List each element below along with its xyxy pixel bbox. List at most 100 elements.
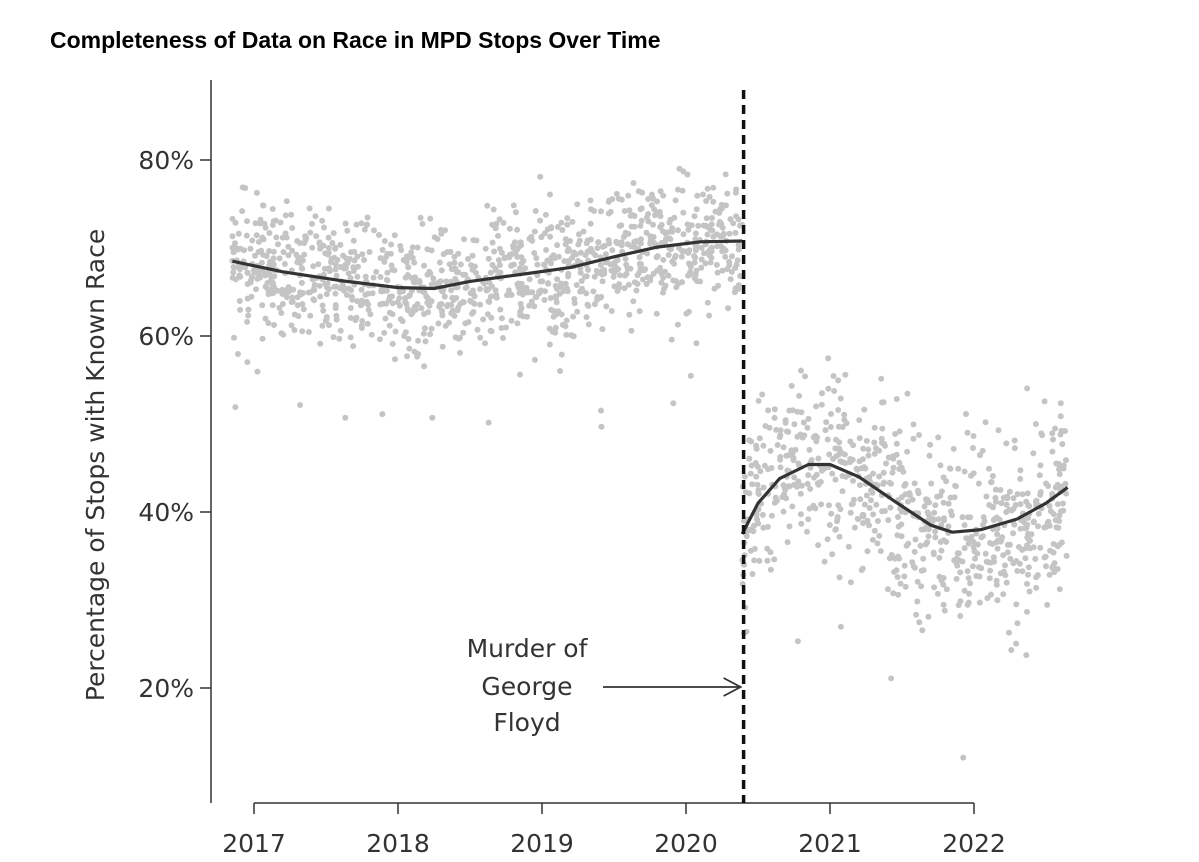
scatter-point bbox=[771, 414, 778, 421]
scatter-point bbox=[968, 472, 974, 479]
scatter-point bbox=[685, 272, 692, 279]
scatter-point bbox=[489, 239, 496, 246]
scatter-point bbox=[976, 452, 983, 458]
scatter-point bbox=[477, 286, 483, 292]
scatter-point bbox=[552, 329, 559, 336]
scatter-point bbox=[992, 494, 999, 501]
scatter-point bbox=[631, 238, 638, 245]
scatter-point bbox=[283, 234, 290, 241]
scatter-point bbox=[668, 336, 675, 343]
scatter-point bbox=[1037, 544, 1044, 551]
scatter-point bbox=[497, 306, 504, 313]
scatter-point bbox=[282, 212, 289, 219]
scatter-point bbox=[724, 190, 731, 197]
scatter-point bbox=[247, 279, 254, 286]
scatter-point bbox=[429, 414, 436, 421]
scatter-point bbox=[255, 238, 262, 245]
scatter-point bbox=[347, 314, 354, 321]
scatter-point bbox=[735, 216, 742, 223]
scatter-point bbox=[904, 498, 911, 505]
scatter-point bbox=[660, 256, 667, 263]
scatter-point bbox=[1027, 545, 1034, 552]
scatter-point bbox=[462, 271, 469, 278]
scatter-point bbox=[788, 382, 795, 389]
scatter-point bbox=[777, 427, 784, 434]
scatter-point bbox=[1004, 495, 1011, 502]
scatter-point bbox=[621, 285, 628, 292]
scatter-point bbox=[1043, 480, 1049, 487]
scatter-point bbox=[451, 312, 458, 319]
scatter-point bbox=[940, 499, 947, 506]
scatter-point bbox=[901, 562, 908, 569]
scatter-point bbox=[562, 241, 569, 248]
scatter-point bbox=[955, 465, 962, 472]
scatter-point bbox=[587, 245, 594, 252]
scatter-point bbox=[571, 296, 578, 302]
scatter-point bbox=[448, 266, 455, 273]
scatter-point bbox=[708, 221, 715, 228]
scatter-point bbox=[825, 385, 832, 392]
scatter-point bbox=[987, 540, 993, 546]
scatter-point bbox=[470, 237, 477, 244]
scatter-point bbox=[295, 254, 302, 261]
scatter-point bbox=[818, 501, 825, 508]
scatter-point bbox=[919, 627, 926, 634]
scatter-point bbox=[925, 526, 932, 533]
scatter-point bbox=[624, 241, 631, 248]
scatter-point bbox=[680, 209, 687, 216]
scatter-point bbox=[1056, 466, 1062, 473]
scatter-point bbox=[401, 333, 408, 339]
scatter-point bbox=[873, 445, 879, 452]
scatter-point bbox=[925, 533, 932, 540]
scatter-point bbox=[460, 299, 467, 306]
scatter-point bbox=[726, 230, 733, 237]
scatter-point bbox=[462, 285, 469, 291]
scatter-point bbox=[365, 306, 372, 313]
scatter-point bbox=[299, 301, 306, 307]
scatter-point bbox=[911, 564, 918, 571]
scatter-point bbox=[587, 197, 594, 204]
scatter-point bbox=[829, 470, 836, 477]
scatter-point bbox=[481, 280, 488, 287]
scatter-point bbox=[885, 517, 892, 524]
scatter-point bbox=[376, 232, 382, 238]
scatter-point bbox=[405, 336, 412, 342]
scatter-point bbox=[1059, 441, 1066, 448]
scatter-point bbox=[299, 257, 306, 264]
scatter-point bbox=[749, 571, 756, 577]
scatter-point bbox=[396, 295, 403, 302]
scatter-point bbox=[605, 210, 612, 217]
scatter-point bbox=[647, 233, 654, 240]
scatter-point bbox=[244, 218, 250, 225]
scatter-point bbox=[867, 497, 874, 504]
scatter-point bbox=[541, 297, 548, 303]
scatter-point bbox=[350, 237, 357, 244]
scatter-point bbox=[276, 304, 283, 311]
scatter-point bbox=[976, 573, 983, 580]
scatter-point bbox=[860, 445, 867, 452]
scatter-point bbox=[831, 388, 838, 394]
scatter-point bbox=[970, 539, 977, 545]
scatter-point bbox=[669, 225, 676, 232]
scatter-point bbox=[680, 231, 687, 238]
scatter-point bbox=[713, 261, 720, 268]
scatter-point bbox=[1037, 462, 1044, 469]
scatter-point bbox=[714, 269, 721, 276]
scatter-point bbox=[782, 486, 789, 493]
scatter-point bbox=[830, 373, 837, 379]
scatter-point bbox=[524, 313, 531, 320]
scatter-point bbox=[988, 479, 995, 485]
scatter-point bbox=[932, 502, 939, 509]
scatter-point bbox=[503, 324, 509, 331]
scatter-point bbox=[269, 222, 276, 228]
scatter-point bbox=[300, 306, 307, 313]
scatter-point bbox=[626, 311, 633, 318]
scatter-point bbox=[236, 266, 243, 273]
scatter-point bbox=[645, 218, 652, 225]
scatter-point bbox=[869, 536, 876, 543]
scatter-point bbox=[278, 330, 285, 337]
scatter-point bbox=[654, 253, 661, 260]
scatter-point bbox=[449, 294, 456, 301]
scatter-point bbox=[644, 250, 651, 257]
scatter-point bbox=[777, 454, 784, 460]
